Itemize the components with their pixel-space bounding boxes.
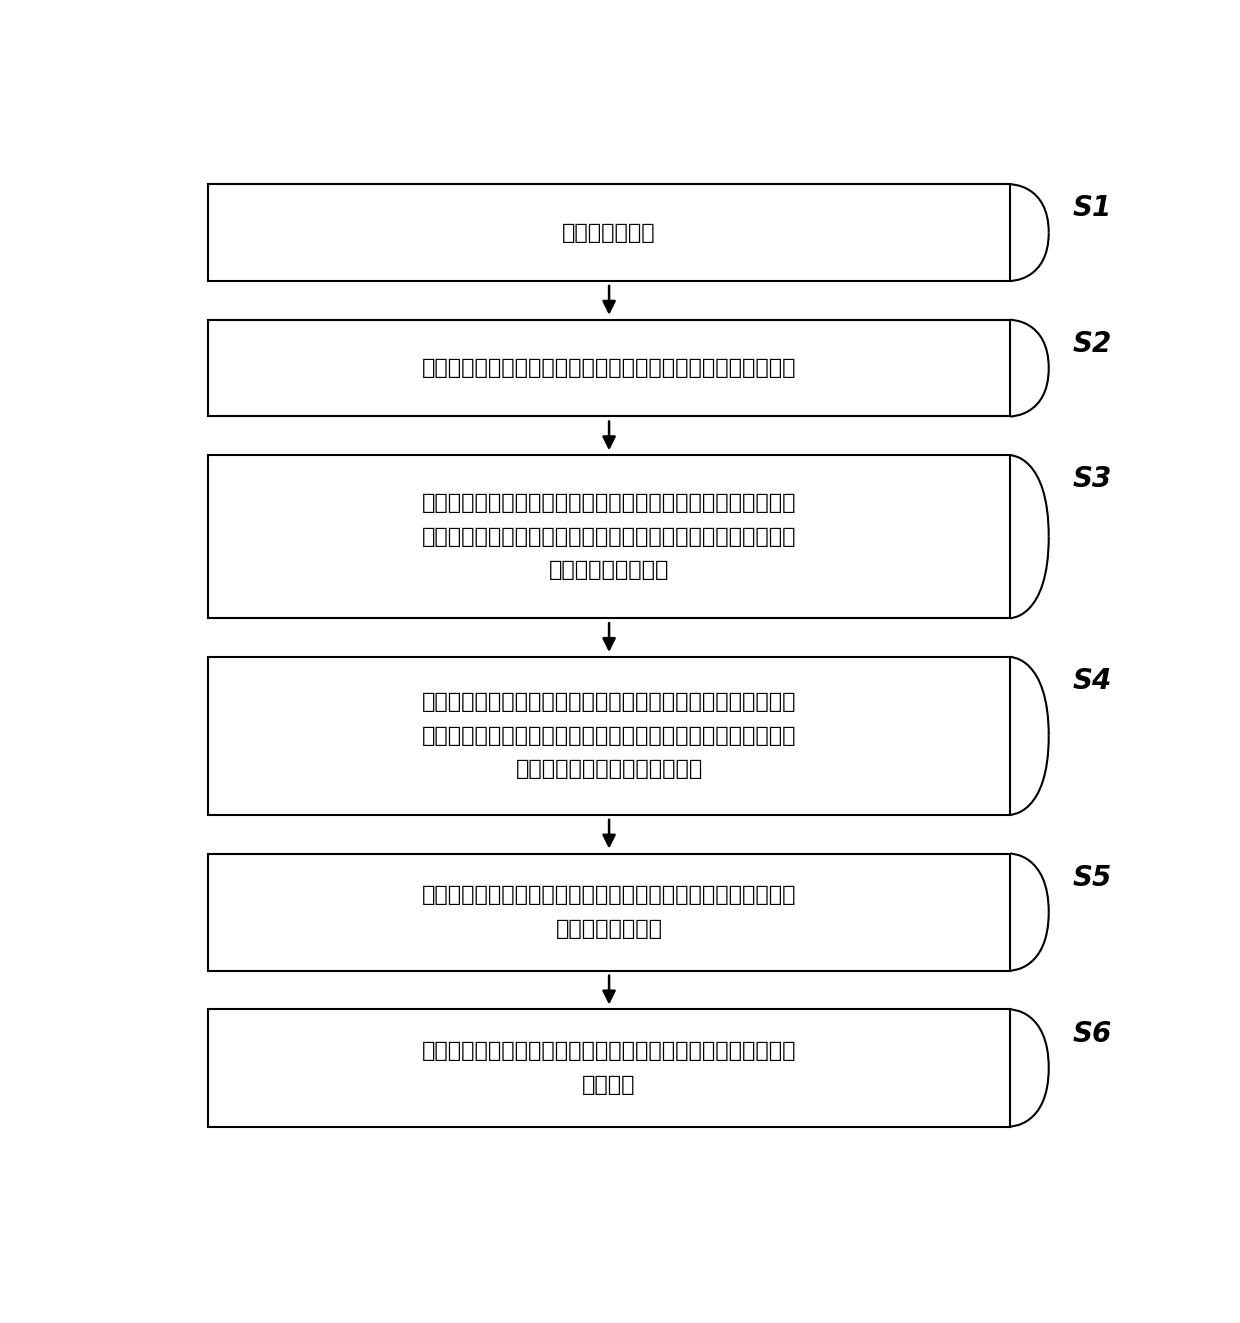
Text: 于所述外延结构上形成刻蚀掩膜层，所述刻蚀掩膜层具有至少覆: 于所述外延结构上形成刻蚀掩膜层，所述刻蚀掩膜层具有至少覆	[422, 493, 796, 513]
Text: S3: S3	[1073, 466, 1112, 493]
Text: 盖待形成栅极结构的栅极区域的覆盖部以及显露所述外延结构的: 盖待形成栅极结构的栅极区域的覆盖部以及显露所述外延结构的	[422, 527, 796, 546]
Bar	[208, 320, 1011, 417]
Text: S2: S2	[1073, 329, 1112, 359]
Text: 于所述源极结构与所述漏极结构之间形成栅极侧墙，所述栅极侧: 于所述源极结构与所述漏极结构之间形成栅极侧墙，所述栅极侧	[422, 885, 796, 905]
Text: 于所述半导体衬底上形成外延结构，所述外延结构包括氮化镁层: 于所述半导体衬底上形成外延结构，所述外延结构包括氮化镁层	[422, 359, 796, 378]
Bar	[208, 658, 1011, 815]
Text: S5: S5	[1073, 864, 1112, 892]
Bar	[208, 1009, 1011, 1127]
Text: S1: S1	[1073, 194, 1112, 222]
Bar	[208, 184, 1011, 280]
Bar	[208, 853, 1011, 971]
Bar	[208, 455, 1011, 618]
Text: 于所述栅极区域对应的所述外延结构上形成栅极结构，以制备氮: 于所述栅极区域对应的所述外延结构上形成栅极结构，以制备氮	[422, 1041, 796, 1061]
Text: 墙限定出栅极区域: 墙限定出栅极区域	[556, 919, 662, 939]
Text: 结构均生长于所述氮化镁层表面: 结构均生长于所述氮化镁层表面	[516, 759, 703, 779]
Text: 外延生长源极结构及漏极结构，其中，所述源极结构及所述漏极: 外延生长源极结构及漏极结构，其中，所述源极结构及所述漏极	[422, 726, 796, 746]
Text: 第一开口和第二开口: 第一开口和第二开口	[549, 561, 670, 581]
Text: 基于所述刻蚀掩膜层于所述第一开口及所述第二开口对应的位置: 基于所述刻蚀掩膜层于所述第一开口及所述第二开口对应的位置	[422, 692, 796, 712]
Text: S4: S4	[1073, 667, 1112, 695]
Text: 提供半导体衬底: 提供半导体衬底	[562, 222, 656, 242]
Text: S6: S6	[1073, 1020, 1112, 1048]
Text: 化镁器件: 化镁器件	[583, 1074, 636, 1094]
